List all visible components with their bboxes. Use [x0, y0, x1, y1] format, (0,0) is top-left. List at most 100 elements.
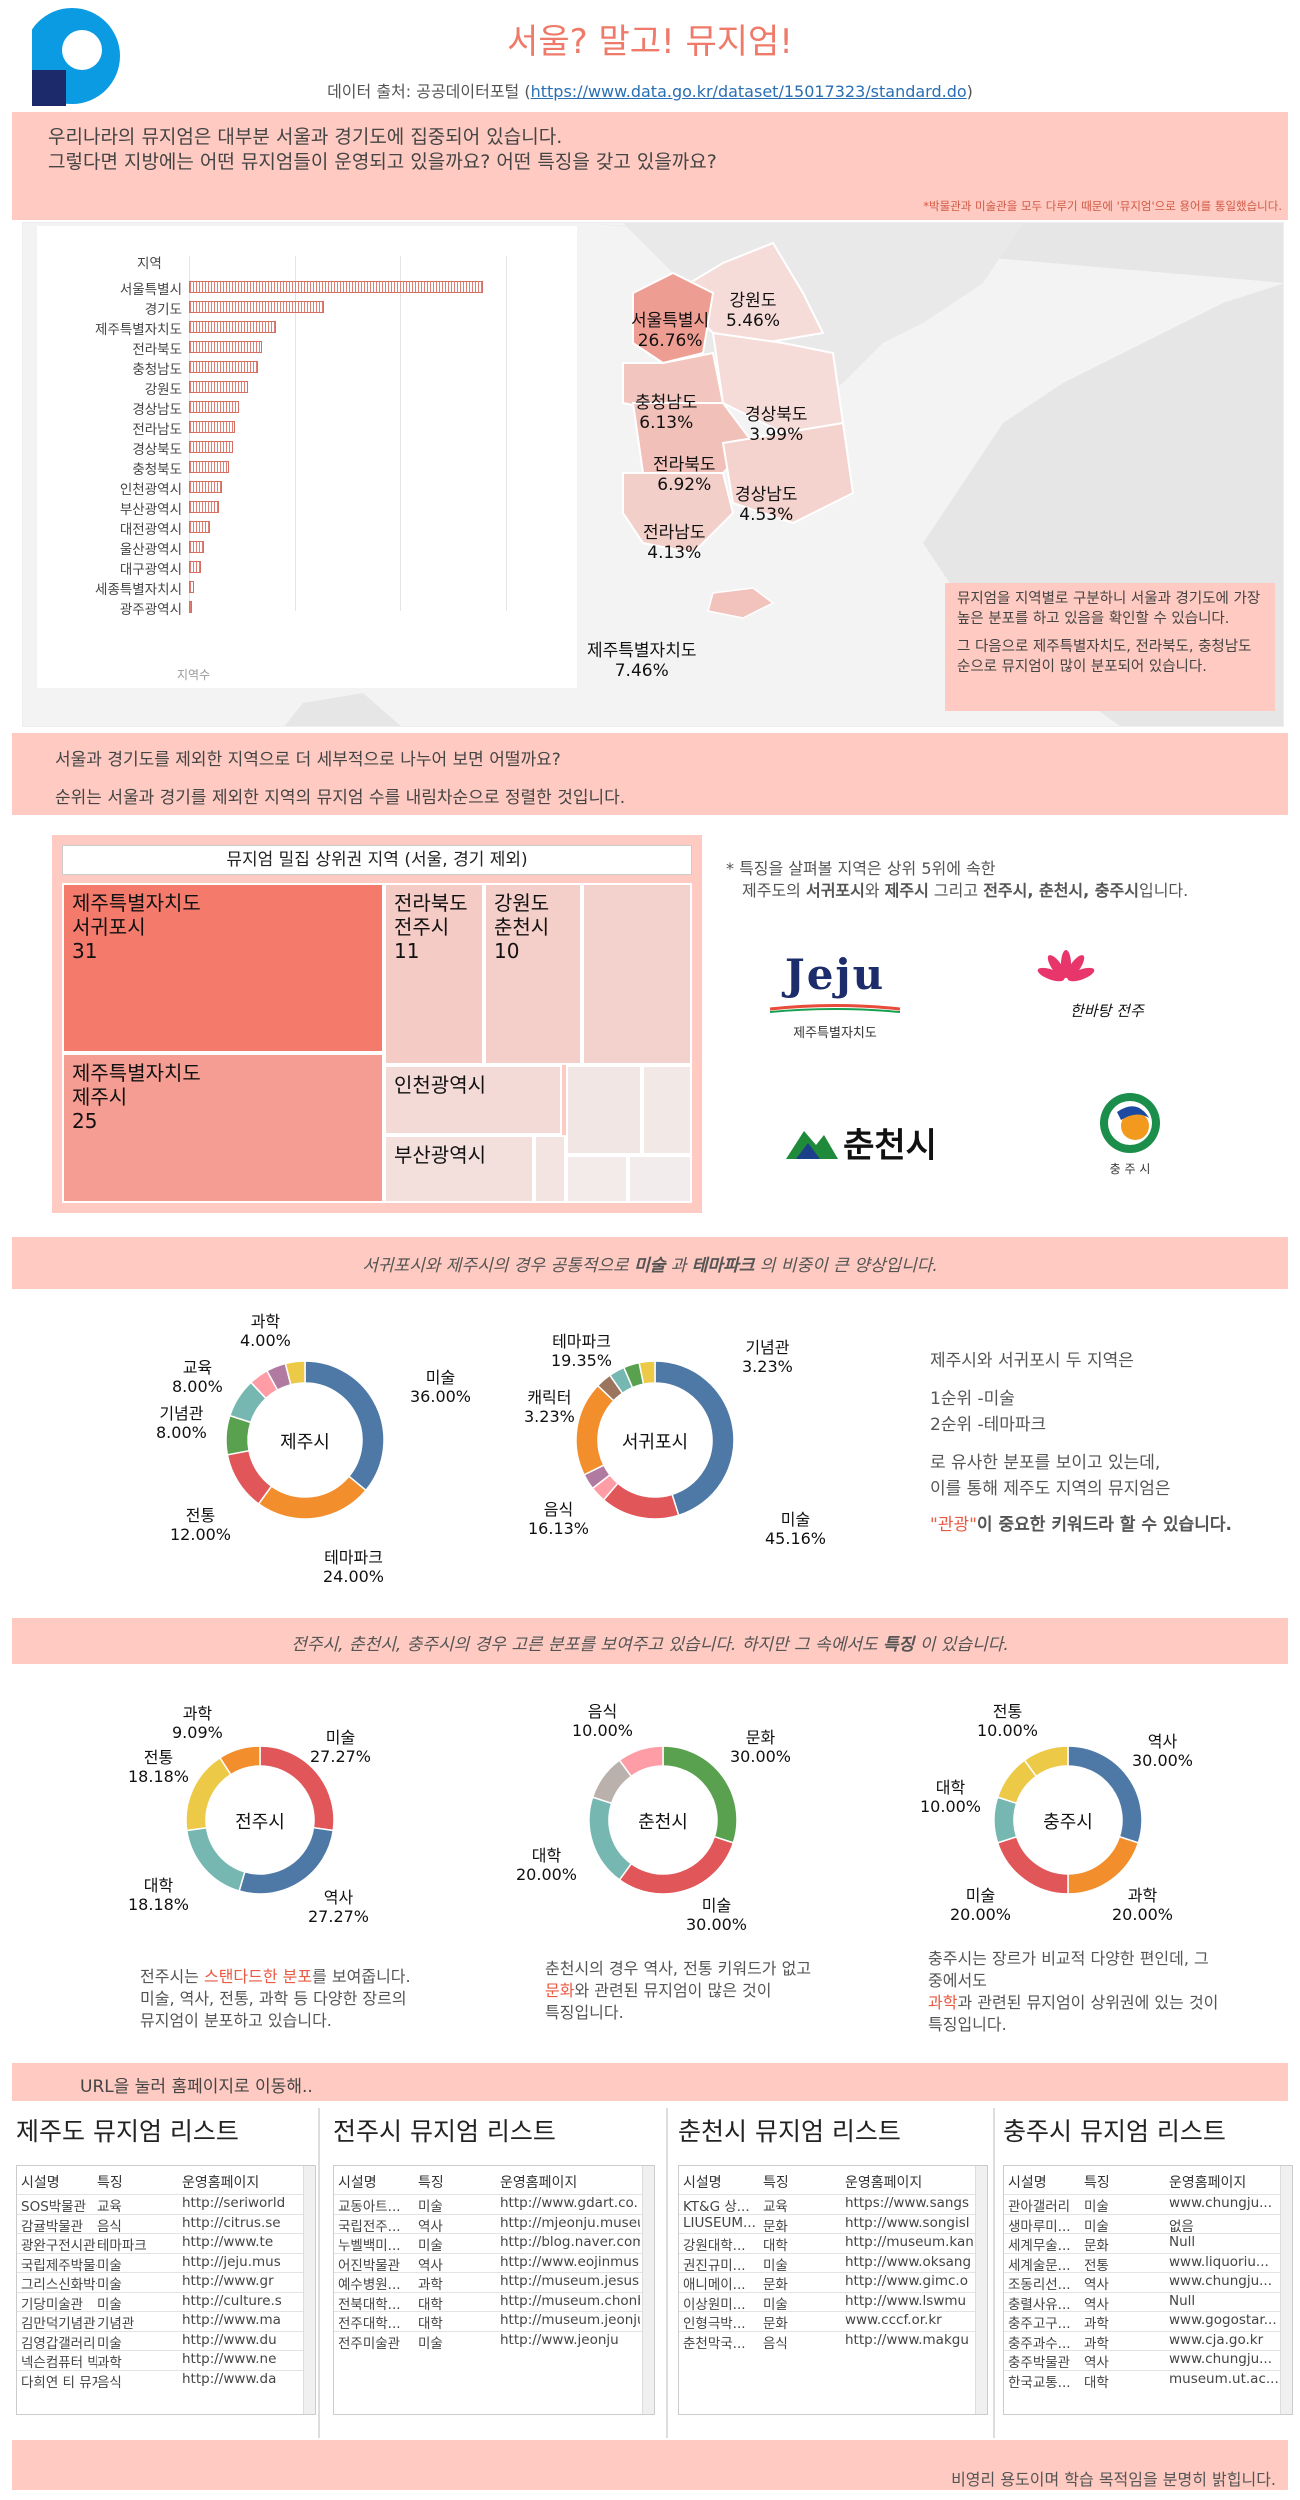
homepage-link[interactable]: http://www.ne	[182, 2351, 277, 2367]
list-scrollbar[interactable]	[642, 2166, 654, 2414]
bar-mark[interactable]	[189, 381, 249, 393]
homepage-link[interactable]: http://blog.naver.com	[500, 2234, 640, 2250]
list-row[interactable]: 권진규미... 미술 http://www.oksang	[679, 2252, 987, 2272]
list-row[interactable]: 한국교통... 대학 museum.ut.ac...	[1004, 2369, 1292, 2389]
bar-mark[interactable]	[189, 441, 233, 453]
museum-list-table[interactable]: 시설명 특징 운영홈페이지 KT&G 상... 교육 https://www.sangs L…	[678, 2165, 988, 2415]
museum-list-table[interactable]: 시설명 특징 운영홈페이지 관아갤러리 미술 www.chungju... 생마루미... 미…	[1003, 2165, 1293, 2415]
museum-list-table[interactable]: 시설명 특징 운영홈페이지 교동아트... 미술 http://www.gdart.co.…	[333, 2165, 655, 2415]
bar-mark[interactable]	[189, 401, 240, 413]
list-row[interactable]: 애니메이... 문화 http://www.gimc.o	[679, 2272, 987, 2292]
list-column-header[interactable]: 특징	[1084, 2175, 1110, 2191]
bar-mark[interactable]	[189, 341, 262, 353]
list-column-header[interactable]: 운영홈페이지	[182, 2175, 260, 2191]
bar-mark[interactable]	[189, 321, 277, 333]
donut-slice[interactable]	[618, 1745, 664, 1778]
list-row[interactable]: 충주과수... 과학 www.cja.go.kr	[1004, 2330, 1292, 2350]
homepage-link[interactable]: http://museum.kan	[845, 2234, 973, 2250]
donut-slice[interactable]	[238, 1826, 335, 1895]
list-row[interactable]: 인형극박... 문화 www.cccf.or.kr	[679, 2311, 987, 2331]
homepage-link[interactable]: http://www.jeonju	[500, 2331, 619, 2348]
bar-mark[interactable]	[189, 461, 229, 473]
homepage-link[interactable]: http://www.gr	[182, 2273, 274, 2289]
homepage-link[interactable]: http://www.ma	[182, 2312, 281, 2328]
homepage-link[interactable]: www.cja.go.kr	[1169, 2331, 1264, 2348]
homepage-link[interactable]: http://www.da	[182, 2370, 277, 2387]
list-scrollbar[interactable]	[1280, 2166, 1292, 2414]
homepage-link[interactable]: http://jeju.mus	[182, 2253, 281, 2270]
list-row[interactable]: 세계술문... 전통 www.liquoriu...	[1004, 2252, 1292, 2272]
homepage-link[interactable]: http://www.lswmu	[845, 2292, 967, 2309]
bar-mark[interactable]	[189, 601, 192, 613]
homepage-link[interactable]: http://seriworld	[182, 2195, 286, 2211]
bar-mark[interactable]	[189, 481, 222, 493]
homepage-link[interactable]: Null	[1169, 2292, 1196, 2309]
donut-slice[interactable]	[218, 1745, 261, 1776]
bar-mark[interactable]	[189, 521, 211, 533]
homepage-link[interactable]: http://www.makgu	[845, 2331, 969, 2348]
donut-slice[interactable]	[654, 1360, 735, 1517]
homepage-link[interactable]: http://www.songisl	[845, 2214, 970, 2231]
homepage-link[interactable]: http://museum.jesush	[500, 2273, 640, 2289]
list-row[interactable]: 국립제주박물관미술 http://jeju.mus	[17, 2252, 315, 2272]
donut-slice[interactable]	[284, 1360, 306, 1386]
donut-slice[interactable]	[575, 1384, 615, 1476]
homepage-link[interactable]: https://www.sangs	[845, 2195, 970, 2211]
homepage-link[interactable]: www.chungju...	[1169, 2273, 1273, 2289]
donut-slice[interactable]	[1023, 1745, 1069, 1778]
list-row[interactable]: 교동아트... 미술 http://www.gdart.co.	[334, 2194, 654, 2214]
donut-slice[interactable]	[993, 1796, 1018, 1844]
list-column-header[interactable]: 시설명	[21, 2175, 60, 2191]
list-column-header[interactable]: 시설명	[1008, 2175, 1047, 2191]
list-row[interactable]: 강원대학... 대학 http://museum.kan	[679, 2233, 987, 2253]
bar-mark[interactable]	[189, 301, 324, 313]
homepage-link[interactable]: www.gogostar...	[1169, 2312, 1277, 2328]
list-row[interactable]: 춘천막국... 음식 http://www.makgu	[679, 2330, 987, 2350]
source-link[interactable]: https://www.data.go.kr/dataset/15017323/…	[530, 82, 967, 101]
list-row[interactable]: 전북대학... 대학 http://museum.chonb	[334, 2291, 654, 2311]
donut-slice[interactable]	[618, 1835, 735, 1895]
homepage-link[interactable]: http://culture.s	[182, 2292, 282, 2309]
homepage-link[interactable]: http://www.gimc.o	[845, 2273, 968, 2289]
homepage-link[interactable]: http://www.te	[182, 2234, 274, 2250]
list-row[interactable]: SOS박물관 교육 http://seriworld	[17, 2194, 315, 2214]
list-column-header[interactable]: 특징	[97, 2175, 123, 2191]
list-row[interactable]: 관아갤러리 미술 www.chungju...	[1004, 2194, 1292, 2214]
donut-slice[interactable]	[588, 1796, 633, 1881]
list-column-header[interactable]: 운영홈페이지	[1169, 2175, 1247, 2191]
list-row[interactable]: 예수병원... 과학 http://museum.jesush	[334, 2272, 654, 2292]
list-row[interactable]: 전주대학... 대학 http://museum.jeonju	[334, 2311, 654, 2331]
homepage-link[interactable]: http://www.oksang	[845, 2253, 972, 2270]
donut-slice[interactable]	[638, 1360, 656, 1386]
list-row[interactable]: 김영갑갤러리 (...미술 http://www.du	[17, 2330, 315, 2350]
homepage-link[interactable]: http://citrus.se	[182, 2214, 281, 2231]
list-row[interactable]: 충주박물관 역사 www.chungju...	[1004, 2350, 1292, 2370]
bar-mark[interactable]	[189, 581, 195, 593]
homepage-link[interactable]: www.chungju...	[1169, 2351, 1273, 2367]
homepage-link[interactable]: http://museum.chonb	[500, 2292, 640, 2309]
list-row[interactable]: 이상원미... 미술 http://www.lswmu	[679, 2291, 987, 2311]
list-row[interactable]: 누벨백미... 미술 http://blog.naver.com	[334, 2233, 654, 2253]
list-scrollbar[interactable]	[975, 2166, 987, 2414]
homepage-link[interactable]: www.chungju...	[1169, 2195, 1273, 2211]
list-row[interactable]: KT&G 상... 교육 https://www.sangs	[679, 2194, 987, 2214]
homepage-link[interactable]: www.liquoriu...	[1169, 2253, 1269, 2270]
donut-slice[interactable]	[257, 1475, 367, 1520]
list-row[interactable]: 다희연 티 뮤지엄음식 http://www.da	[17, 2369, 315, 2389]
bar-mark[interactable]	[189, 361, 258, 373]
list-row[interactable]: 김만덕기념관 기념관 http://www.ma	[17, 2311, 315, 2331]
bar-mark[interactable]	[189, 421, 236, 433]
list-row[interactable]: 기당미술관 미술 http://culture.s	[17, 2291, 315, 2311]
list-row[interactable]: 조동리선... 역사 www.chungju...	[1004, 2272, 1292, 2292]
homepage-link[interactable]: Null	[1169, 2234, 1196, 2250]
bar-mark[interactable]	[189, 501, 220, 513]
list-row[interactable]: LIUSEUM... 문화 http://www.songisl	[679, 2213, 987, 2233]
list-row[interactable]: 충렬사유... 역사 Null	[1004, 2291, 1292, 2311]
homepage-link[interactable]: http://www.eojinmus	[500, 2253, 639, 2270]
list-row[interactable]: 전주미술관 미술 http://www.jeonju	[334, 2330, 654, 2350]
list-column-header[interactable]: 특징	[418, 2175, 444, 2191]
museum-list-table[interactable]: 시설명 특징 운영홈페이지 SOS박물관 교육 http://seriworld 감귤박물관…	[16, 2165, 316, 2415]
homepage-link[interactable]: museum.ut.ac...	[1169, 2370, 1278, 2387]
bar-mark[interactable]	[189, 561, 201, 573]
list-scrollbar[interactable]	[303, 2166, 315, 2414]
